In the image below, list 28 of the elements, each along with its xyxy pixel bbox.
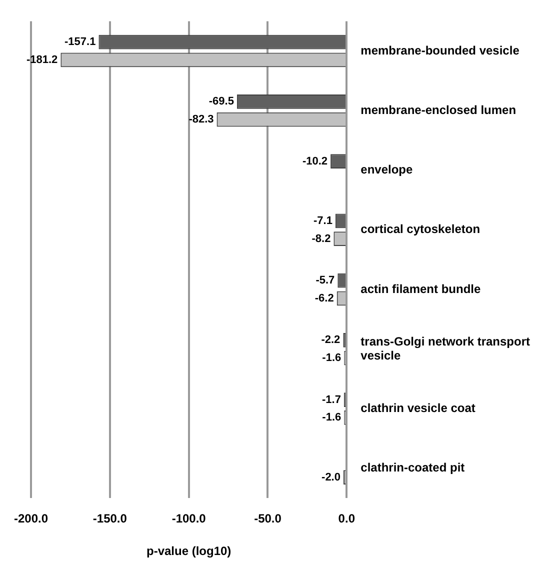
y-tick-label: trans-Golgi network transport vesicle (360, 334, 530, 363)
x-tick-label: 0.0 (338, 512, 356, 526)
y-tick-label: membrane-enclosed lumen (360, 102, 516, 117)
y-tick-label: clathrin-coated pit (360, 460, 465, 475)
x-axis-title: p-value (log10) (146, 544, 232, 558)
x-tick-label: -50.0 (254, 512, 282, 526)
data-label: -82.3 (188, 114, 214, 126)
data-label: -2.0 (322, 471, 340, 484)
data-label: -8.2 (312, 232, 331, 245)
data-label: -7.1 (313, 214, 332, 227)
y-tick-label: envelope (360, 162, 413, 177)
x-tick-label: -200.0 (14, 512, 48, 526)
x-tick-label: -100.0 (172, 512, 206, 526)
x-tick-label: -150.0 (92, 512, 128, 526)
data-label: -157.1 (64, 36, 96, 48)
data-label: -5.7 (316, 274, 335, 287)
y-tick-label: clathrin vesicle coat (360, 401, 476, 416)
y-tick-label: cortical cytoskeleton (360, 222, 480, 236)
data-label: -10.2 (302, 155, 328, 168)
data-label: -1.6 (322, 412, 342, 424)
y-tick-label: actin filament bundle (360, 282, 481, 296)
data-label: -2.2 (321, 334, 340, 346)
data-label: -1.6 (322, 352, 342, 364)
data-label: -6.2 (314, 292, 334, 304)
data-label: -181.2 (26, 54, 58, 66)
y-tick-label: membrane-bounded vesicle (360, 43, 520, 58)
data-label: -1.7 (322, 394, 341, 406)
data-label: -69.5 (208, 96, 234, 108)
